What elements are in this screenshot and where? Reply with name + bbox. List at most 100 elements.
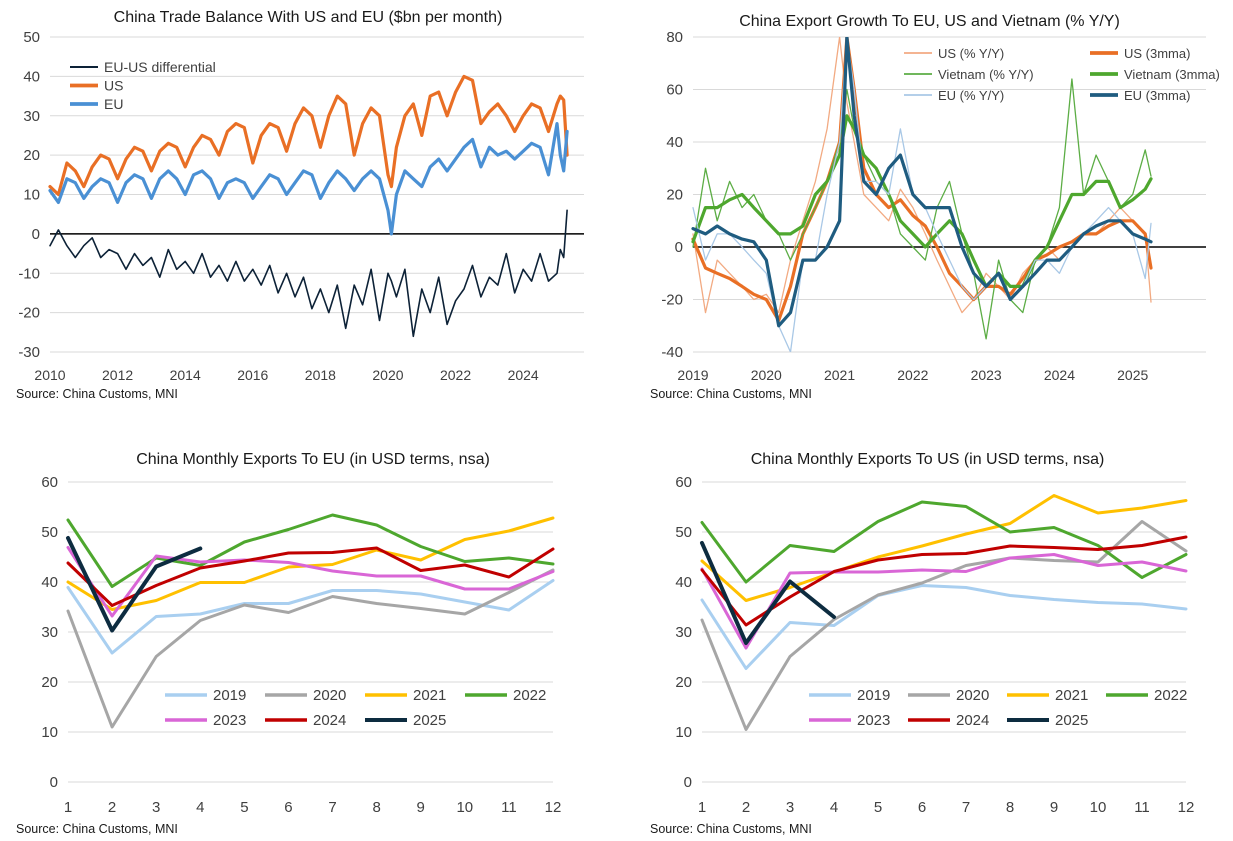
y-tick-label: 50	[23, 29, 40, 46]
series-line-us-y-y	[692, 37, 1152, 314]
series-line-2020	[66, 568, 555, 729]
chart-source: Source: China Customs, MNI	[650, 822, 812, 836]
chart-title: China Trade Balance With US and EU ($bn …	[113, 9, 503, 26]
x-tick-label: 2012	[102, 367, 133, 383]
y-tick-label: 10	[23, 187, 40, 204]
series-line-eu-us-differential	[49, 209, 568, 338]
y-tick-label: -30	[18, 344, 40, 361]
legend-label: 2025	[1055, 712, 1088, 729]
series-line-us-3mma	[691, 37, 1153, 323]
x-tick-label: 2010	[34, 367, 65, 383]
x-tick-label: 2022	[897, 367, 928, 383]
series-line-2020	[700, 520, 1188, 731]
y-tick-label: 10	[41, 724, 58, 741]
series-line-2023	[700, 553, 1188, 650]
x-tick-label: 9	[417, 799, 425, 816]
series-line-2023	[66, 546, 555, 618]
x-tick-label: 6	[284, 799, 292, 816]
y-tick-label: 80	[666, 29, 683, 46]
x-tick-label: 11	[1134, 799, 1150, 816]
legend-label: 2020	[956, 687, 989, 704]
chart-source: Source: China Customs, MNI	[16, 387, 178, 401]
x-tick-label: 2023	[971, 367, 1002, 383]
legend-label: 2019	[213, 687, 246, 704]
y-tick-label: 60	[675, 474, 692, 491]
x-tick-label: 2025	[1117, 367, 1148, 383]
y-tick-label: 10	[675, 724, 692, 741]
x-tick-label: 9	[1050, 799, 1058, 816]
legend-label: 2024	[956, 712, 989, 729]
y-tick-label: 50	[41, 524, 58, 541]
series-line-eu-3mma	[691, 37, 1153, 328]
us-exports-chart: China Monthly Exports To US (in USD term…	[616, 440, 1233, 841]
x-tick-label: 10	[456, 799, 473, 816]
chart-title: China Export Growth To EU, US and Vietna…	[739, 13, 1120, 30]
x-tick-label: 2020	[372, 367, 403, 383]
x-tick-label: 2014	[170, 367, 201, 383]
x-tick-label: 2019	[677, 367, 708, 383]
series-line-2025	[66, 536, 203, 633]
legend-label: US (3mma)	[1124, 46, 1190, 61]
export-growth-plot: -40 -20 0 20 40 60 80 2019 2020 2021 2022 2023 2024 2…	[661, 29, 1220, 383]
x-tick-label: 12	[1178, 799, 1195, 816]
series-line-2019	[66, 579, 555, 655]
series-line-2025	[700, 541, 836, 645]
eu-exports-chart: China Monthly Exports To EU (in USD term…	[0, 440, 616, 841]
x-tick-label: 8	[1006, 799, 1014, 816]
legend-label: EU (% Y/Y)	[938, 88, 1004, 103]
legend-label: 2022	[1154, 687, 1187, 704]
x-tick-label: 8	[372, 799, 380, 816]
x-tick-label: 2024	[1044, 367, 1075, 383]
legend-label: 2025	[413, 712, 446, 729]
y-tick-label: -40	[661, 344, 683, 361]
x-tick-label: 4	[830, 799, 838, 816]
y-tick-label: -10	[18, 265, 40, 282]
x-tick-label: 7	[328, 799, 336, 816]
y-tick-label: -20	[661, 292, 683, 309]
y-tick-label: 60	[666, 82, 683, 99]
chart-title: China Monthly Exports To EU (in USD term…	[136, 451, 490, 468]
legend-label: 2023	[213, 712, 246, 729]
legend-label: EU (3mma)	[1124, 88, 1190, 103]
legend-label: 2021	[1055, 687, 1088, 704]
x-tick-label: 5	[240, 799, 248, 816]
y-tick-label: 0	[684, 774, 692, 791]
trade-balance-chart: China Trade Balance With US and EU ($bn …	[0, 0, 616, 415]
series-line-2019	[700, 584, 1188, 670]
y-tick-label: 20	[666, 187, 683, 204]
series-line-us	[48, 74, 569, 197]
x-tick-label: 11	[501, 799, 517, 816]
y-tick-label: 60	[41, 474, 58, 491]
x-tick-label: 6	[918, 799, 926, 816]
series-line-2022	[700, 500, 1188, 584]
y-tick-label: 0	[50, 774, 58, 791]
x-tick-label: 2016	[237, 367, 268, 383]
series-line-2022	[66, 513, 555, 588]
legend-label: 2020	[313, 687, 346, 704]
y-tick-label: 30	[675, 624, 692, 641]
legend-label: EU-US differential	[104, 59, 216, 75]
y-tick-label: 50	[675, 524, 692, 541]
x-tick-label: 12	[545, 799, 562, 816]
y-tick-label: 40	[675, 574, 692, 591]
x-tick-label: 5	[874, 799, 882, 816]
y-tick-label: 30	[41, 624, 58, 641]
chart-title: China Monthly Exports To US (in USD term…	[750, 451, 1105, 468]
series-line-vietnam-3mma	[691, 114, 1153, 288]
export-growth-chart: China Export Growth To EU, US and Vietna…	[616, 0, 1233, 415]
x-tick-label: 3	[152, 799, 160, 816]
series-line-eu	[48, 122, 569, 236]
x-tick-label: 7	[962, 799, 970, 816]
x-tick-label: 1	[698, 799, 706, 816]
legend-label: EU	[104, 96, 123, 112]
legend-label: 2022	[513, 687, 546, 704]
legend-label: 2021	[413, 687, 446, 704]
series-line-2024	[700, 535, 1188, 627]
legend-label: 2023	[857, 712, 890, 729]
y-tick-label: 0	[32, 226, 40, 243]
legend-label: US	[104, 78, 123, 94]
legend-label: 2024	[313, 712, 346, 729]
y-tick-label: 20	[41, 674, 58, 691]
